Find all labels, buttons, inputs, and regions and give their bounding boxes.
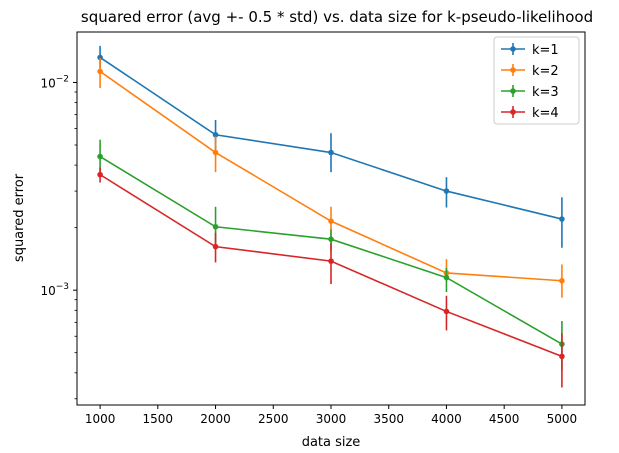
data-point bbox=[443, 274, 450, 281]
series-k=1 bbox=[97, 45, 565, 248]
legend-label: k=3 bbox=[532, 85, 559, 100]
data-point bbox=[212, 223, 219, 230]
x-tick-label: 4500 bbox=[489, 412, 520, 426]
x-tick-label: 5000 bbox=[547, 412, 578, 426]
data-point bbox=[212, 131, 219, 138]
legend-marker bbox=[510, 46, 516, 52]
data-point bbox=[97, 153, 103, 160]
x-axis: 1000 1500 2000 2500 3000 3500 4000 4500 5000 bbox=[85, 405, 577, 426]
x-tick-label: 3500 bbox=[373, 412, 404, 426]
series-k=4 bbox=[97, 167, 565, 388]
legend-marker bbox=[510, 88, 516, 94]
x-tick-label: 2000 bbox=[200, 412, 231, 426]
x-axis-title: data size bbox=[302, 435, 361, 450]
data-point bbox=[559, 353, 565, 360]
legend-item-k=2: k=2 bbox=[501, 64, 559, 79]
data-point bbox=[559, 216, 565, 222]
y-axis-title: squared error bbox=[12, 173, 27, 262]
data-point bbox=[559, 277, 565, 284]
legend-marker bbox=[510, 67, 516, 73]
legend-label: k=4 bbox=[532, 106, 559, 121]
y-tick-label: 10−3 bbox=[40, 282, 69, 298]
chart-title: squared error (avg +- 0.5 * std) vs. dat… bbox=[81, 8, 593, 26]
legend-label: k=2 bbox=[532, 64, 559, 79]
data-point bbox=[443, 188, 450, 194]
series-k=2 bbox=[97, 58, 565, 298]
x-tick-label: 1000 bbox=[85, 412, 116, 426]
legend-frame bbox=[493, 36, 580, 125]
data-point bbox=[212, 149, 219, 156]
x-tick-label: 3000 bbox=[316, 412, 347, 426]
data-point bbox=[212, 243, 219, 250]
data-point bbox=[97, 171, 103, 178]
x-tick-label: 4000 bbox=[431, 412, 462, 426]
legend-item-k=3: k=3 bbox=[501, 85, 559, 100]
x-tick-label: 2500 bbox=[258, 412, 289, 426]
data-point bbox=[97, 54, 103, 61]
y-axis: 10−2 10−3 bbox=[40, 74, 77, 400]
data-point bbox=[97, 68, 103, 75]
data-point bbox=[328, 258, 334, 264]
data-point bbox=[328, 236, 334, 242]
legend-item-k=1: k=1 bbox=[501, 43, 559, 58]
y-tick-label: 10−2 bbox=[40, 74, 69, 90]
data-point bbox=[328, 149, 334, 156]
legend-label: k=1 bbox=[532, 43, 559, 58]
data-point bbox=[328, 218, 334, 224]
legend-item-k=4: k=4 bbox=[501, 106, 559, 121]
legend-marker bbox=[510, 109, 516, 115]
legend: k=1 k=2 k=3 k=4 bbox=[493, 36, 580, 125]
series-layer bbox=[97, 45, 565, 388]
data-point bbox=[443, 308, 450, 315]
x-tick-label: 1500 bbox=[143, 412, 174, 426]
